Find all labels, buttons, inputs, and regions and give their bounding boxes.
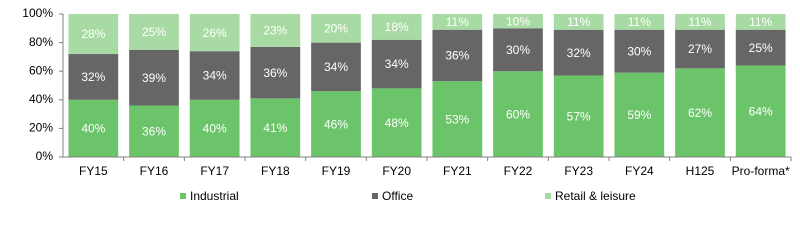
data-label: 30% xyxy=(506,43,530,57)
data-label: 10% xyxy=(506,14,530,28)
bar-segment xyxy=(189,51,240,100)
bar-segment xyxy=(553,14,604,30)
data-label: 46% xyxy=(324,117,348,131)
bar-segment xyxy=(68,99,119,157)
y-tick-label: 100% xyxy=(22,6,53,20)
bar-segment xyxy=(553,75,604,157)
bar-segment xyxy=(614,14,665,30)
data-label: 59% xyxy=(627,108,651,122)
bar-segment xyxy=(735,14,786,30)
x-tick-label: FY20 xyxy=(382,164,411,178)
data-label: 11% xyxy=(749,15,772,29)
data-label: 60% xyxy=(506,107,530,121)
data-label: 62% xyxy=(688,106,712,120)
bar-segment xyxy=(614,29,665,73)
bar-segment xyxy=(250,46,301,99)
data-label: 23% xyxy=(263,24,287,38)
bar-segment xyxy=(311,42,361,92)
x-tick-label: FY15 xyxy=(79,164,108,178)
bar-segment xyxy=(371,14,422,40)
bar-segment xyxy=(189,99,240,157)
legend-swatch xyxy=(545,193,551,199)
legend-swatch xyxy=(180,193,186,199)
data-label: 32% xyxy=(81,70,105,84)
data-label: 40% xyxy=(81,122,105,136)
data-label: 57% xyxy=(567,109,591,123)
bar-segment xyxy=(735,29,786,66)
data-label: 40% xyxy=(203,122,227,136)
data-label: 64% xyxy=(749,104,773,118)
data-label: 34% xyxy=(324,60,348,74)
bar-segment xyxy=(250,98,301,157)
data-label: 32% xyxy=(567,46,591,60)
bar-segment xyxy=(493,14,543,29)
data-label: 36% xyxy=(263,66,287,80)
data-label: 11% xyxy=(628,15,651,29)
data-label: 39% xyxy=(142,71,166,85)
x-tick-label: Pro-forma* xyxy=(732,164,790,178)
data-label: 27% xyxy=(688,42,712,56)
legend-label: Retail & leisure xyxy=(555,189,636,203)
data-label: 26% xyxy=(203,26,227,40)
bar-segment xyxy=(129,105,179,157)
data-label: 30% xyxy=(627,44,651,58)
x-tick-label: FY16 xyxy=(140,164,169,178)
data-label: 36% xyxy=(142,124,166,138)
x-tick-label: FY21 xyxy=(443,164,472,178)
bar-segment xyxy=(129,14,179,50)
bar-segment xyxy=(553,29,604,76)
data-label: 34% xyxy=(203,69,227,83)
y-tick-label: 0% xyxy=(36,149,54,163)
data-label: 11% xyxy=(567,15,590,29)
y-tick-label: 20% xyxy=(29,121,53,135)
data-label: 25% xyxy=(749,41,773,55)
legend-swatch xyxy=(372,193,378,199)
bar-segment xyxy=(371,88,422,157)
data-label: 25% xyxy=(142,25,166,39)
bar-segment xyxy=(432,29,483,82)
chart: 0% 20% 40% 60% 80% 100% 40% 32% 28% FY15 36% 39% 25%… xyxy=(22,6,792,203)
bar-segment xyxy=(311,91,361,157)
bar-segment xyxy=(493,71,543,157)
bar-segment xyxy=(250,14,301,47)
bar-segment xyxy=(614,72,665,157)
data-label: 36% xyxy=(445,49,469,63)
x-tick-label: FY22 xyxy=(504,164,533,178)
data-label: 34% xyxy=(385,57,409,71)
data-label: 48% xyxy=(385,116,409,130)
y-tick-label: 40% xyxy=(29,92,53,106)
bar-segment xyxy=(675,68,725,157)
x-tick-label: FY17 xyxy=(200,164,229,178)
data-label: 41% xyxy=(263,121,287,135)
bar-segment xyxy=(68,54,119,100)
bar-segment xyxy=(311,14,361,43)
bar-segment xyxy=(432,81,483,157)
y-tick-label: 80% xyxy=(29,35,53,49)
bar-segment xyxy=(735,65,786,157)
y-tick-label: 60% xyxy=(29,63,53,77)
x-tick-label: FY18 xyxy=(261,164,290,178)
bar-segment xyxy=(371,39,422,89)
bar-segment xyxy=(675,14,725,30)
data-label: 53% xyxy=(445,112,469,126)
bar-segment xyxy=(129,49,179,106)
bar-segment xyxy=(432,14,483,30)
data-label: 11% xyxy=(446,15,469,29)
bar-segment xyxy=(493,28,543,72)
x-tick-label: H125 xyxy=(686,164,715,178)
x-tick-label: FY19 xyxy=(322,164,351,178)
bar-segment xyxy=(675,29,725,69)
legend-label: Industrial xyxy=(190,189,239,203)
data-label: 20% xyxy=(324,21,348,35)
data-label: 18% xyxy=(385,20,409,34)
legend-label: Office xyxy=(382,189,413,203)
x-tick-label: FY24 xyxy=(625,164,654,178)
bar-segment xyxy=(68,14,119,55)
data-label: 11% xyxy=(688,15,711,29)
x-tick-label: FY23 xyxy=(564,164,593,178)
data-label: 28% xyxy=(81,27,105,41)
bar-segment xyxy=(189,14,240,52)
